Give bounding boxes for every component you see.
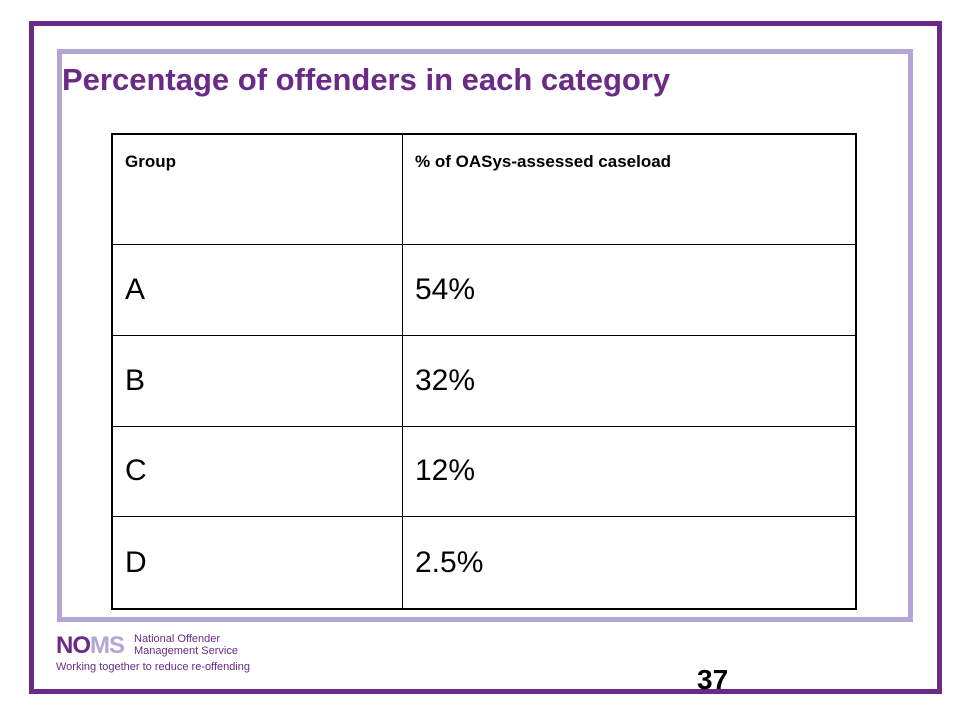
group-cell: C [111, 425, 403, 518]
logo-mark: NOMS [56, 632, 125, 660]
logo-mark-no: NO [56, 632, 91, 659]
logo-tagline: Working together to reduce re-offending [56, 661, 251, 673]
logo-name-line1: National Offender [134, 633, 221, 645]
table-row: C 12% [111, 425, 857, 518]
logo-name: National Offender Management Service [134, 633, 238, 657]
table-row: A 54% [111, 244, 857, 336]
percentage-cell: 32% [402, 334, 857, 427]
group-cell: B [111, 334, 403, 427]
header-group: Group [111, 133, 403, 245]
table-row: B 32% [111, 334, 857, 427]
slide-title: Percentage of offenders in each category [62, 62, 671, 97]
group-cell: A [111, 244, 403, 336]
logo-mark-ms: MS [90, 632, 125, 659]
table-header-row: Group % of OASys-assessed caseload [111, 133, 857, 245]
outer-frame [29, 21, 942, 694]
percentage-cell: 12% [402, 425, 857, 518]
percentage-cell: 2.5% [402, 516, 857, 610]
header-percentage: % of OASys-assessed caseload [402, 133, 857, 245]
logo-name-line2: Management Service [134, 645, 238, 657]
page-number: 37 [697, 664, 729, 695]
noms-logo: NOMS National Offender Management Servic… [56, 632, 256, 677]
category-table: Group % of OASys-assessed caseload A 54%… [111, 133, 857, 610]
inner-frame [57, 49, 913, 622]
table-row: D 2.5% [111, 516, 857, 610]
percentage-cell: 54% [402, 244, 857, 336]
group-cell: D [111, 516, 403, 610]
